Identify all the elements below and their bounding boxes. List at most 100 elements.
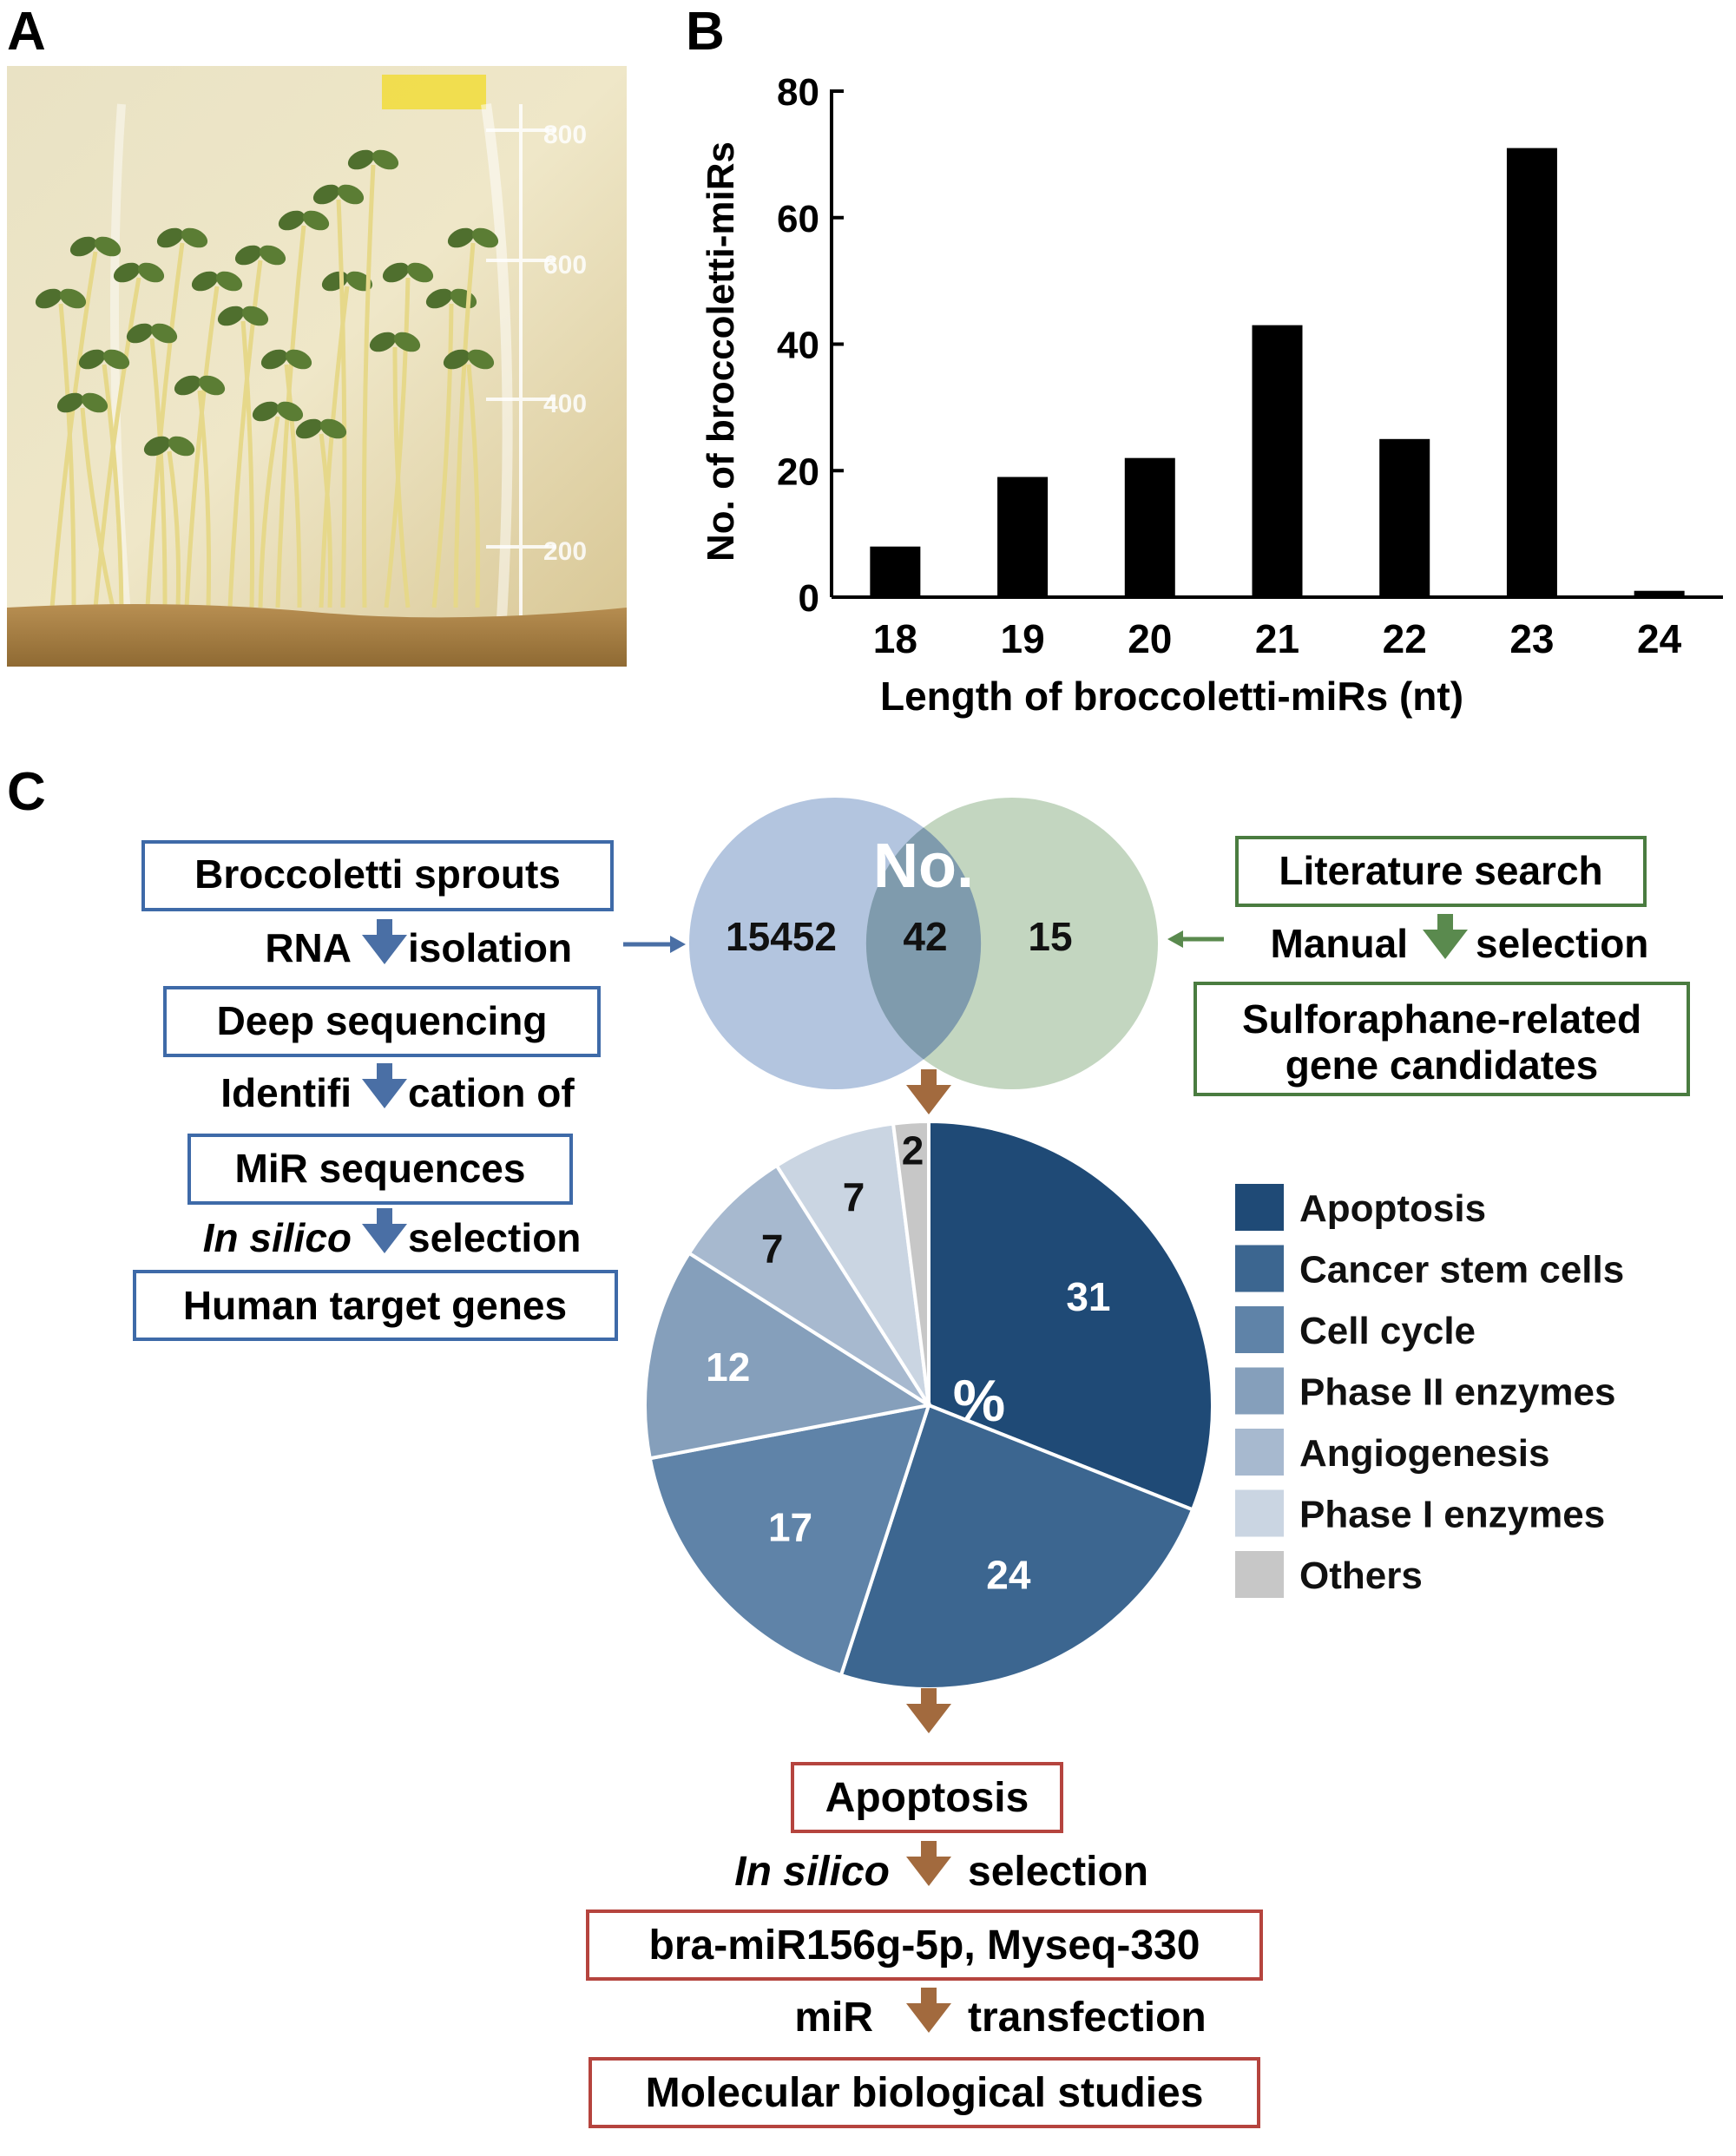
pie-slice-phase-ii-enzymes <box>643 1251 934 1461</box>
x-axis-label: Length of broccoletti-miRs (nt) <box>880 674 1463 719</box>
bar-18 <box>870 546 921 597</box>
y-axis-label: No. of broccoletti-miRs <box>700 141 742 562</box>
pie-label-angiogenesis: 7 <box>761 1226 784 1272</box>
box-human-target-genes-text: Human target genes <box>183 1283 567 1328</box>
beaker-mark-400: 400 <box>543 390 587 418</box>
legend-swatch-phase-i-enzymes <box>1235 1489 1284 1537</box>
step-cation-of: cation of <box>408 1070 575 1115</box>
bar-chart: No. of broccoletti-miRs Length of brocco… <box>700 71 1723 719</box>
left-flow: Broccoletti sprouts RNA isolation Deep s… <box>133 840 686 1341</box>
box-mir-sequences-text: MiR sequences <box>235 1146 526 1191</box>
box-bra-mir <box>586 1910 1263 1981</box>
panel-label-a: A <box>7 2 46 62</box>
legend-swatch-phase-ii-enzymes <box>1235 1367 1284 1415</box>
y-tick-label: 20 <box>777 450 819 493</box>
x-tick-label: 19 <box>1000 616 1044 661</box>
pie-legend: Apoptosis Cancer stem cells Cell cycle Phas… <box>1235 1184 1624 1598</box>
pie-label-phase-ii-enzymes: 12 <box>706 1344 750 1390</box>
venn-left-count: 15452 <box>726 914 837 959</box>
box-human-target-genes <box>133 1270 618 1341</box>
pie-label-apoptosis: 31 <box>1066 1274 1110 1319</box>
venn-overlap <box>865 827 982 1060</box>
step-isolation: isolation <box>408 925 572 970</box>
box-apoptosis-text: Apoptosis <box>825 1775 1029 1821</box>
pie-slice-phase-i-enzymes <box>774 1121 930 1407</box>
pie-label-others: 2 <box>902 1127 924 1173</box>
bottom-flow: Apoptosis In silico selection bra-miR156… <box>586 1688 1263 2128</box>
legend-label-phase-i-enzymes: Phase I enzymes <box>1299 1494 1605 1536</box>
step-selection-bottom: selection <box>968 1849 1148 1895</box>
arrow-down-blue-2 <box>362 1063 407 1108</box>
y-tick-label: 40 <box>777 325 819 367</box>
venn-overlap-count: 42 <box>903 914 947 959</box>
arrow-down-brown-2 <box>906 1688 951 1733</box>
legend-swatch-apoptosis <box>1235 1184 1284 1231</box>
legend-swatch-others <box>1235 1551 1284 1598</box>
beaker-mark-800: 800 <box>543 121 587 149</box>
venn-right-count: 15 <box>1028 914 1072 959</box>
bar-23 <box>1506 148 1557 597</box>
pie-label-phase-i-enzymes: 7 <box>843 1174 865 1219</box>
step-selection-left: selection <box>408 1215 581 1260</box>
x-tick-label: 21 <box>1255 616 1299 661</box>
panel-label-b: B <box>686 2 725 62</box>
box-sulforaphane-line2: gene candidates <box>1286 1042 1598 1088</box>
box-sulforaphane-line1: Sulforaphane-related <box>1242 996 1641 1042</box>
legend-label-cell-cycle: Cell cycle <box>1299 1310 1476 1352</box>
bar-22 <box>1379 438 1430 597</box>
pie-center-label: % <box>953 1368 1005 1434</box>
right-flow: Literature search Manual selection Sulfo… <box>1167 836 1690 1096</box>
step-mir: miR <box>794 1995 873 2041</box>
bar-20 <box>1124 457 1175 597</box>
step-in-silico-left: In silico <box>203 1215 352 1260</box>
x-tick-label: 22 <box>1383 616 1427 661</box>
legend-swatch-cell-cycle <box>1235 1306 1284 1353</box>
pie-label-cell-cycle: 17 <box>768 1505 812 1550</box>
legend-label-phase-ii-enzymes: Phase II enzymes <box>1299 1371 1615 1414</box>
legend-label-cancer-stem-cells: Cancer stem cells <box>1299 1249 1624 1292</box>
legend-swatch-angiogenesis <box>1235 1429 1284 1476</box>
box-molecular-studies <box>589 2057 1260 2128</box>
x-tick-label: 20 <box>1128 616 1172 661</box>
box-sulforaphane <box>1194 982 1690 1096</box>
box-apoptosis <box>791 1762 1063 1833</box>
venn-title: No. <box>873 832 974 901</box>
bar-19 <box>997 477 1049 597</box>
pie-slice-apoptosis <box>927 1119 1214 1512</box>
sprouts <box>35 149 499 608</box>
box-deep-sequencing <box>163 986 601 1057</box>
step-selection-right: selection <box>1476 921 1648 966</box>
pie-slice-cancer-stem-cells <box>838 1403 1195 1691</box>
step-transfection: transfection <box>968 1995 1207 2041</box>
step-in-silico-bottom: In silico <box>734 1849 890 1895</box>
arrow-down-green <box>1423 914 1468 959</box>
y-tick-label: 0 <box>799 577 819 620</box>
legend-label-others: Others <box>1299 1555 1423 1597</box>
panel-label-c: C <box>7 762 46 822</box>
pie-slice-others <box>891 1119 930 1406</box>
bar-24 <box>1634 590 1685 597</box>
arrow-down-brown-4 <box>906 1988 951 2033</box>
legend-label-apoptosis: Apoptosis <box>1299 1187 1486 1230</box>
pie-label-cancer-stem-cells: 24 <box>986 1552 1031 1597</box>
arrow-down-brown-3 <box>906 1841 951 1886</box>
box-literature-search <box>1235 836 1647 907</box>
legend-label-angiogenesis: Angiogenesis <box>1299 1432 1550 1475</box>
pie-slice-cell-cycle <box>648 1403 931 1678</box>
sprouts-photo: 800 600 400 200 <box>7 66 627 667</box>
beaker-scale <box>486 104 556 625</box>
arrow-down-blue-1 <box>362 919 407 964</box>
box-broccoletti-sprouts-text: Broccoletti sprouts <box>194 851 561 897</box>
box-broccoletti-sprouts <box>141 840 614 911</box>
step-manual: Manual <box>1271 921 1408 966</box>
x-tick-label: 23 <box>1509 616 1554 661</box>
beaker-mark-600: 600 <box>543 251 587 279</box>
box-deep-sequencing-text: Deep sequencing <box>217 998 548 1043</box>
legend-swatch-cancer-stem-cells <box>1235 1245 1284 1292</box>
y-tick-label: 60 <box>777 198 819 240</box>
arrow-down-brown-1 <box>906 1069 951 1114</box>
arrow-left-to-venn <box>1167 930 1224 948</box>
pie-slice-angiogenesis <box>687 1163 930 1407</box>
venn-diagram: No. 15452 42 15 <box>689 798 1158 1089</box>
box-mir-sequences <box>187 1134 573 1205</box>
